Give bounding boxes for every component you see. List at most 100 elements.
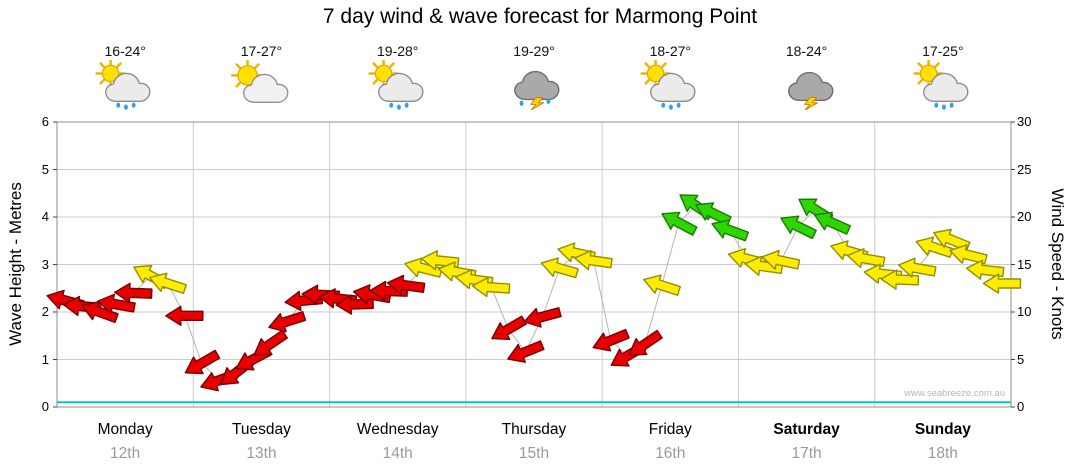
sun-cloud-rain-svg (640, 58, 696, 110)
wind-arrow (661, 211, 698, 236)
left-axis-tick-label: 1 (41, 351, 49, 367)
sun-shape (101, 64, 120, 83)
wind-arrow (592, 328, 630, 352)
left-axis-tick-label: 4 (41, 209, 49, 224)
wind-arrow (846, 248, 886, 269)
cloud-shape (514, 70, 560, 101)
day-name-wednesday: Wednesday (356, 421, 439, 438)
day-date: 18th (927, 445, 958, 462)
wind-arrow (507, 340, 545, 363)
wind-arrow (165, 305, 204, 326)
wind-arrow (97, 293, 136, 314)
wind-arrow (982, 273, 1022, 294)
sun-cloud-rain-icon (639, 58, 701, 110)
lightning-bolt (803, 97, 818, 111)
wind-arrow (695, 202, 732, 226)
wind-arrow (628, 329, 663, 356)
wind-arrow (933, 228, 971, 252)
day-temperature-range: 17-25° (922, 43, 964, 59)
sun-cloud-rain-svg (368, 58, 424, 110)
wind-arrow (780, 215, 817, 240)
day-temperature-range: 19-29° (513, 43, 555, 59)
wind-arrow (184, 349, 221, 375)
sun-shape (919, 64, 938, 83)
right-axis-tick-label: 15 (1017, 256, 1032, 272)
day-name-tuesday: Tuesday (231, 421, 291, 438)
wind-arrow (404, 257, 443, 278)
day-date: 13th (246, 445, 277, 462)
left-axis-tick-label: 5 (41, 161, 49, 177)
wind-arrow (523, 307, 562, 328)
lightning-bolt (530, 97, 545, 111)
cloud-shape (922, 72, 969, 103)
rain-drop (396, 104, 401, 110)
wind-arrow (949, 244, 988, 265)
cloud-shape (377, 72, 424, 103)
rain-drop (546, 98, 551, 104)
cloud-shape (650, 72, 696, 103)
rain-drop (941, 104, 946, 110)
day-temperature-range: 19-28° (377, 43, 419, 59)
wind-arrow (114, 282, 153, 304)
cloud-shape (787, 71, 834, 102)
sun-cloud-svg (231, 58, 289, 103)
wind-arrow (965, 259, 1005, 280)
sun-shape (647, 64, 665, 83)
rain-drop (404, 102, 409, 108)
day-date: 15th (518, 445, 550, 462)
left-axis-tick-label: 0 (41, 399, 49, 414)
day-name-sunday: Sunday (914, 421, 971, 438)
wind-arrow (915, 236, 954, 258)
left-axis-tick-label: 3 (41, 256, 49, 272)
sun-cloud-rain-icon (912, 58, 974, 110)
day-temperature-range: 17-27° (240, 43, 283, 59)
right-axis-tick-label: 25 (1017, 161, 1032, 177)
wind-arrow (643, 274, 682, 296)
sun-shape (374, 64, 393, 83)
rain-drop (116, 102, 121, 108)
wind-arrow (814, 211, 852, 235)
day-date: 12th (110, 445, 141, 462)
rain-drop (519, 100, 524, 106)
rain-drop (661, 102, 666, 108)
storm-rain-svg (514, 70, 560, 111)
sun-cloud-rain-svg (913, 58, 969, 110)
left-axis-tick-label: 6 (41, 114, 49, 129)
rain-drop (677, 102, 681, 108)
wind-arrow (574, 250, 613, 271)
wind-arrow (253, 329, 289, 356)
sun-cloud-rain-icon (94, 58, 156, 110)
sun-cloud-icon (230, 58, 292, 110)
wind-arrow (880, 269, 920, 290)
watermark-text: www.seabreeze.com.au (904, 388, 1005, 399)
rain-drop (669, 104, 674, 110)
wind-arrow (491, 315, 527, 341)
right-axis-tick-label: 30 (1017, 114, 1032, 129)
sun-shape (237, 65, 259, 86)
chart-title: 7 day wind & wave forecast for Marmong P… (322, 5, 758, 28)
cloud-shape (243, 73, 289, 103)
day-name-monday: Monday (97, 421, 153, 438)
wind-arrow (268, 310, 307, 333)
storm-rain-icon (503, 60, 565, 111)
wind-arrow (897, 257, 937, 278)
day-date: 17th (791, 445, 822, 462)
storm-svg (787, 71, 834, 111)
wind-arrow (540, 257, 579, 279)
rain-drop (389, 102, 393, 108)
sun-cloud-rain-svg (95, 58, 151, 110)
day-name-saturday: Saturday (773, 421, 840, 438)
wind-arrow (81, 301, 119, 324)
wind-arrow (761, 249, 801, 270)
storm-icon (776, 60, 838, 111)
wind-arrow (148, 272, 187, 295)
day-temperature-range: 16-24° (104, 43, 146, 59)
wind-arrow (471, 276, 511, 298)
day-temperature-range: 18-24° (785, 43, 828, 59)
rain-drop (949, 102, 954, 108)
right-axis-tick-label: 10 (1017, 304, 1032, 319)
sun-cloud-rain-icon (367, 58, 429, 110)
cloud-shape (105, 72, 151, 103)
